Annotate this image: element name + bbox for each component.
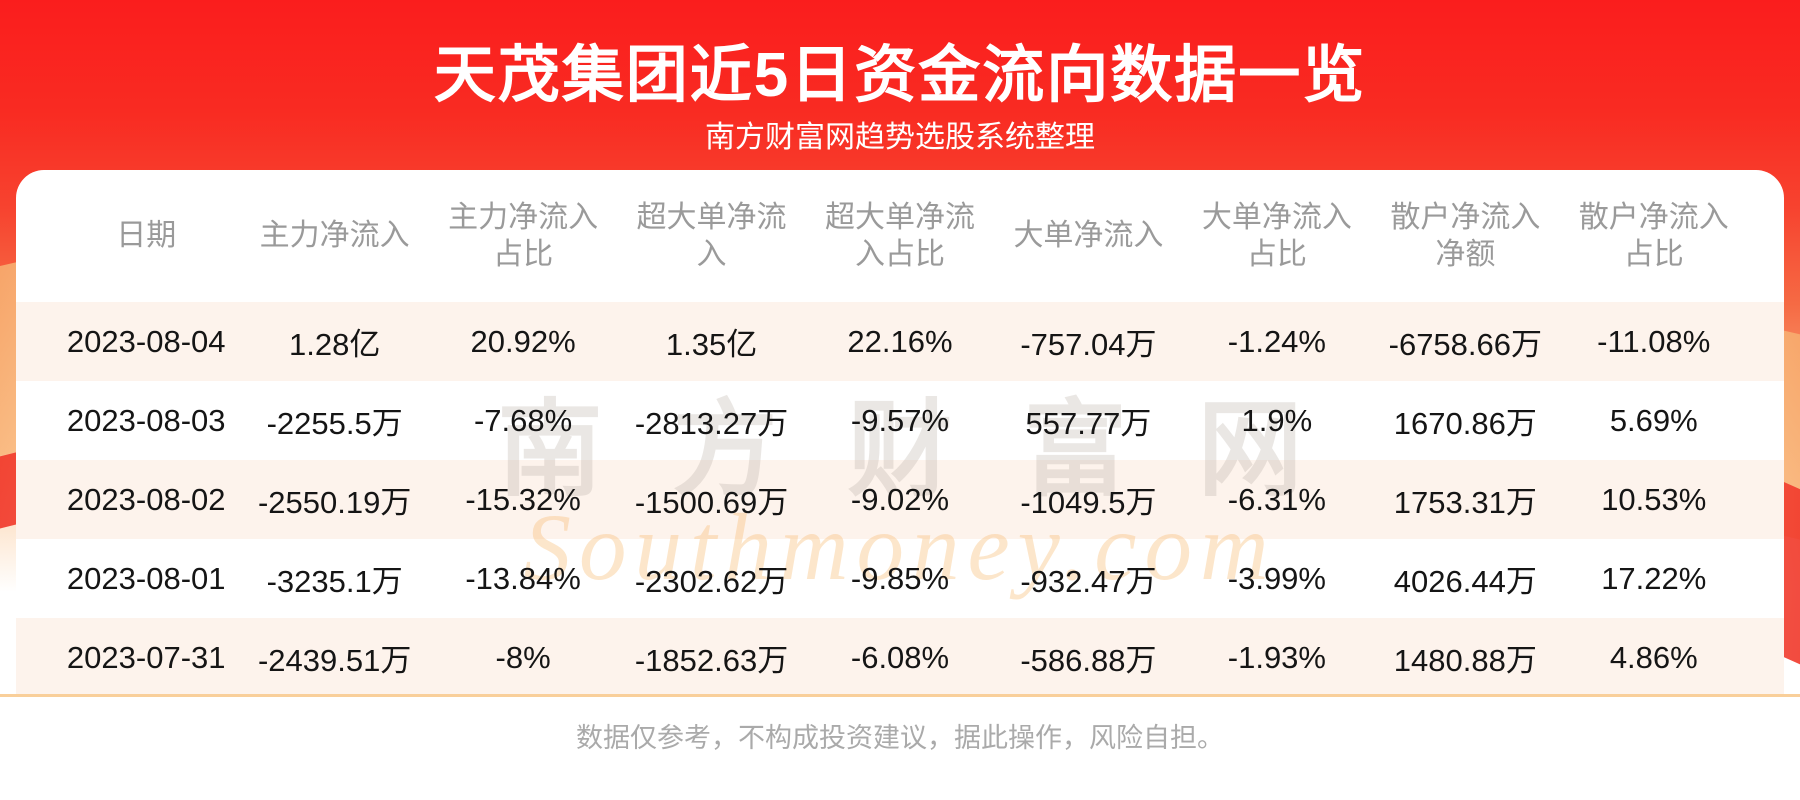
table-cell: 4026.44万 [1393,564,1537,599]
table-cell: -2550.19万 [257,485,412,520]
table-cell: -2439.51万 [257,643,412,678]
table-cell: 10.53% [1601,481,1707,517]
table-cell: -2302.62万 [634,564,789,599]
table-body: 2023-08-04 1.28亿 20.92% 1.35亿 22.16% -757.04万… [16,302,1784,697]
page-title: 天茂集团近5日资金流向数据一览 [433,41,1367,110]
table-cell: -1852.63万 [634,643,789,678]
table-cell: -586.88万 [1020,643,1157,678]
page-subtitle: 南方财富网趋势选股系统整理 [705,121,1095,154]
table-cell: 5.69% [1609,402,1698,438]
column-header: 超大单净流入 [636,200,787,272]
table-cell: -3235.1万 [266,564,403,599]
column-header: 日期 [116,219,177,253]
table-row: 2023-08-04 1.28亿 20.92% 1.35亿 22.16% -757.04万… [16,302,1784,381]
table-cell: 1.9% [1241,402,1313,438]
table-cell: 1480.88万 [1393,643,1537,678]
table-row: 2023-08-03 -2255.5万 -7.68% -2813.27万 -9.57% 5… [16,381,1784,460]
table-cell: 2023-08-04 [66,323,226,359]
table-cell: -2255.5万 [266,406,403,441]
table-cell: -757.04万 [1020,327,1157,362]
table-cell: -9.57% [850,402,950,438]
table-cell: 1670.86万 [1393,406,1537,441]
table-cell: -2813.27万 [634,406,789,441]
table-header-row: 日期 主力净流入 主力净流入占比 超大单净流入 超大单净流入占比 大单净流入 大单净流入占比… [16,170,1784,302]
table-cell: 2023-08-01 [66,560,226,596]
table-cell: -11.08% [1597,323,1711,359]
table-row: 2023-07-31 -2439.51万 -8% -1852.63万 -6.08% -58… [16,618,1784,697]
table-cell: -15.32% [465,481,581,517]
column-header: 超大单净流入占比 [824,200,975,272]
table-cell: -6.31% [1227,481,1326,517]
table-cell: 17.22% [1601,560,1707,596]
table-cell: 4.86% [1609,639,1698,675]
table-row: 2023-08-02 -2550.19万 -15.32% -1500.69万 -9.02… [16,460,1784,539]
table-cell: 1.28亿 [288,327,381,362]
table-cell: -1.93% [1227,639,1326,675]
column-header: 散户净流入占比 [1578,200,1729,272]
column-header: 主力净流入占比 [448,200,599,272]
data-table-card: 南方财富网 Southmoney.com 日期 主力净流入 主力净流入占比 超大单净流… [16,170,1784,800]
table-cell: -9.85% [850,560,950,596]
bottom-divider-line [0,694,1800,697]
table-cell: -9.02% [850,481,950,517]
table-cell: 2023-08-03 [66,402,226,438]
table-row: 2023-08-01 -3235.1万 -13.84% -2302.62万 -9.85%… [16,539,1784,618]
column-header: 主力净流入 [259,219,410,253]
table-cell: -13.84% [465,560,581,596]
table-cell: 2023-07-31 [66,639,226,675]
table-cell: 20.92% [470,323,576,359]
column-header: 散户净流入净额 [1390,200,1541,272]
table-cell: -6758.66万 [1388,327,1543,362]
table-cell: 1.35亿 [665,327,758,362]
table-cell: 557.77万 [1025,406,1152,441]
table-cell: 2023-08-02 [66,481,226,517]
table-cell: -1500.69万 [634,485,789,520]
table-cell: -6.08% [850,639,950,675]
column-header: 大单净流入 [1013,219,1164,253]
column-header: 大单净流入占比 [1201,200,1352,272]
table-cell: -1.24% [1227,323,1326,359]
table-cell: 22.16% [847,323,953,359]
table-cell: -932.47万 [1020,564,1157,599]
table-cell: -1049.5万 [1020,485,1157,520]
disclaimer-text: 数据仅参考，不构成投资建议，据此操作，风险自担。 [576,723,1224,753]
table-cell: -8% [495,639,551,675]
table-cell: -3.99% [1227,560,1326,596]
table-cell: 1753.31万 [1393,485,1537,520]
table-cell: -7.68% [473,402,573,438]
